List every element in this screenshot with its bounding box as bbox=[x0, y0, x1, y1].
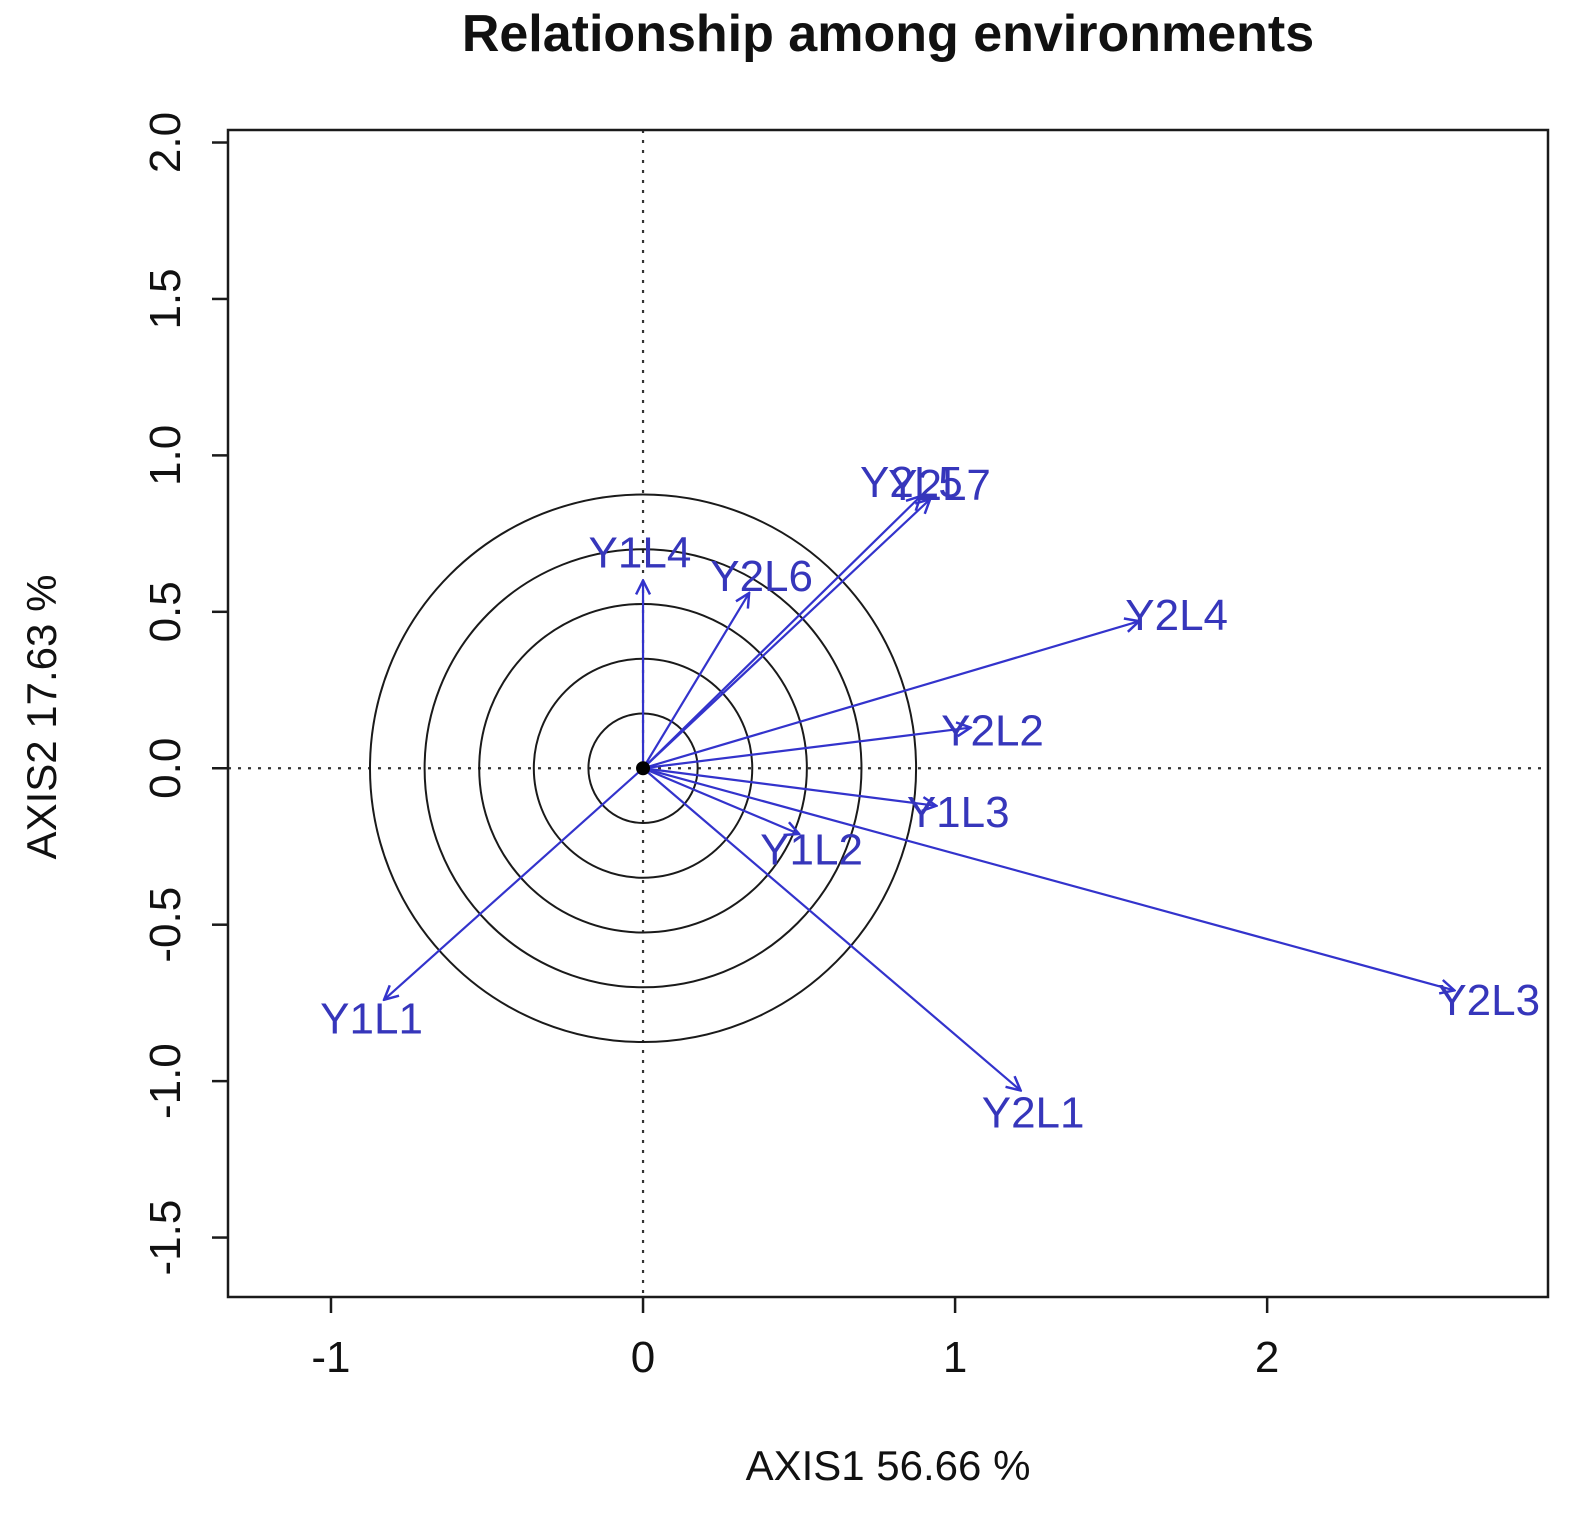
environment-label: Y1L4 bbox=[589, 528, 692, 577]
environment-vector bbox=[642, 593, 749, 769]
y-tick-label: 1.0 bbox=[141, 425, 190, 486]
reference-lines bbox=[228, 130, 1548, 1297]
environment-vector bbox=[642, 621, 1139, 770]
chart-title: Relationship among environments bbox=[461, 5, 1315, 63]
environment-label: Y1L2 bbox=[760, 826, 863, 875]
environment-vector bbox=[642, 767, 1454, 990]
y-tick-label: 1.5 bbox=[141, 268, 190, 329]
plot-border bbox=[226, 128, 1550, 1299]
environment-vectors bbox=[384, 496, 1454, 1090]
environment-vector bbox=[642, 499, 930, 770]
y-axis-ticks: -1.5 -1.0 -0.5 0.0 0.5 1.0 1.5 2.0 bbox=[141, 112, 228, 1276]
environment-label: Y2L7 bbox=[888, 461, 991, 510]
environment-label: Y2L5 bbox=[860, 458, 963, 507]
y-tick-label: -1.0 bbox=[141, 1043, 190, 1119]
environment-label: Y1L1 bbox=[320, 995, 423, 1044]
environment-vector bbox=[642, 767, 799, 834]
x-axis-ticks: -1 0 1 2 bbox=[311, 1297, 1279, 1382]
environment-vector bbox=[642, 728, 971, 770]
environment-labels: Y1L1 Y1L2 Y1L3 Y1L4 Y2L1 Y2L2 Y2L3 Y2L4 Y2L5 Y2L6… bbox=[320, 458, 1540, 1137]
environment-label: Y1L3 bbox=[907, 788, 1010, 837]
environment-label: Y2L3 bbox=[1437, 976, 1540, 1025]
x-tick-label: 2 bbox=[1255, 1333, 1279, 1382]
environment-vector bbox=[642, 496, 921, 770]
y-tick-label: 0.0 bbox=[141, 738, 190, 799]
y-tick-label: -0.5 bbox=[141, 887, 190, 963]
x-tick-label: 0 bbox=[631, 1333, 655, 1382]
x-tick-label: -1 bbox=[311, 1333, 350, 1382]
origin-dot bbox=[636, 761, 651, 776]
y-tick-label: 2.0 bbox=[141, 112, 190, 173]
environment-vector bbox=[384, 767, 644, 1000]
environment-label: Y2L1 bbox=[982, 1088, 1085, 1137]
environment-label: Y2L6 bbox=[710, 552, 813, 601]
environment-label: Y2L2 bbox=[941, 707, 1044, 756]
x-axis-label: AXIS1 56.66 % bbox=[745, 1442, 1031, 1489]
x-tick-label: 1 bbox=[943, 1333, 967, 1382]
y-tick-label: 0.5 bbox=[141, 581, 190, 642]
y-tick-label: -1.5 bbox=[141, 1200, 190, 1276]
environment-vector bbox=[642, 767, 1021, 1090]
environment-label: Y2L4 bbox=[1125, 591, 1228, 640]
environment-vector bbox=[642, 767, 936, 806]
